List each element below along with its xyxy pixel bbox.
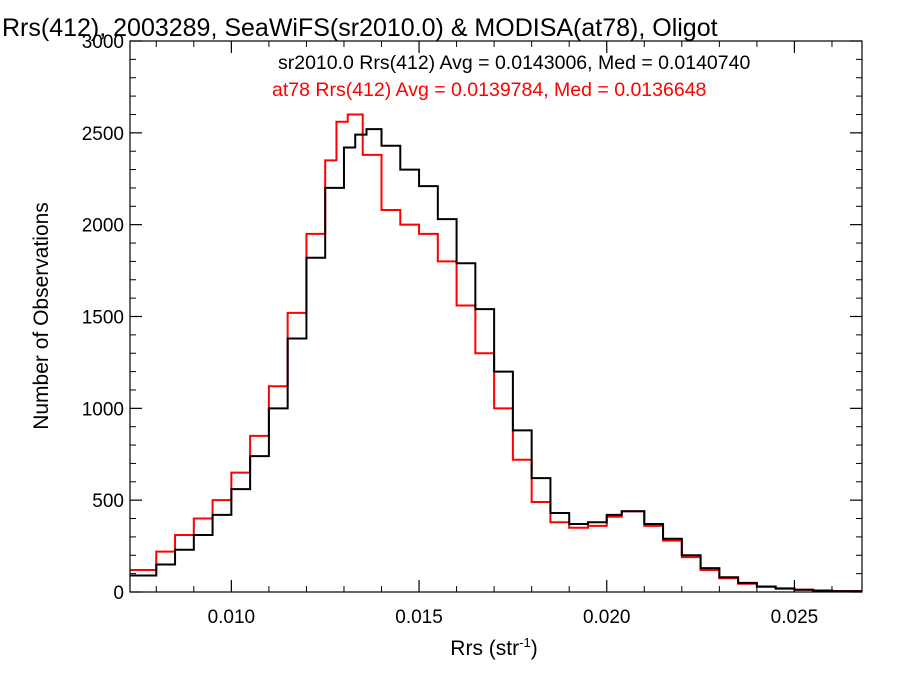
y-tick-label: 2000 xyxy=(82,216,124,237)
x-tick-label: 0.015 xyxy=(395,607,443,628)
x-tick-label: 0.025 xyxy=(771,607,819,628)
legend-entry-sr2010: sr2010.0 Rrs(412) Avg = 0.0143006, Med =… xyxy=(278,52,750,74)
series-line-at78 xyxy=(130,113,862,592)
x-tick-label: 0.020 xyxy=(583,607,631,628)
plot-frame xyxy=(129,40,863,593)
y-axis-label: Number of Observations xyxy=(30,202,53,430)
y-tick-label: 2500 xyxy=(82,124,124,145)
y-axis: 0 500 1000 1500 2000 2500 3000 xyxy=(82,32,862,604)
series-line-sr2010-0 xyxy=(130,128,862,592)
y-tick-label: 1000 xyxy=(82,399,124,420)
x-axis: 0.010 0.015 0.020 0.025 xyxy=(155,41,833,628)
chart-title: Rrs(412), 2003289, SeaWiFS(sr2010.0) & M… xyxy=(2,14,718,42)
series-layer xyxy=(130,113,862,592)
y-tick-label: 500 xyxy=(92,491,124,512)
y-tick-label: 3000 xyxy=(82,32,124,53)
x-axis-label: Rrs (str-1) xyxy=(450,635,537,660)
y-tick-label: 1500 xyxy=(82,308,124,329)
x-tick-label: 0.010 xyxy=(208,607,256,628)
y-tick-label: 0 xyxy=(113,583,124,604)
legend-entry-at78: at78 Rrs(412) Avg = 0.0139784, Med = 0.0… xyxy=(272,79,706,101)
